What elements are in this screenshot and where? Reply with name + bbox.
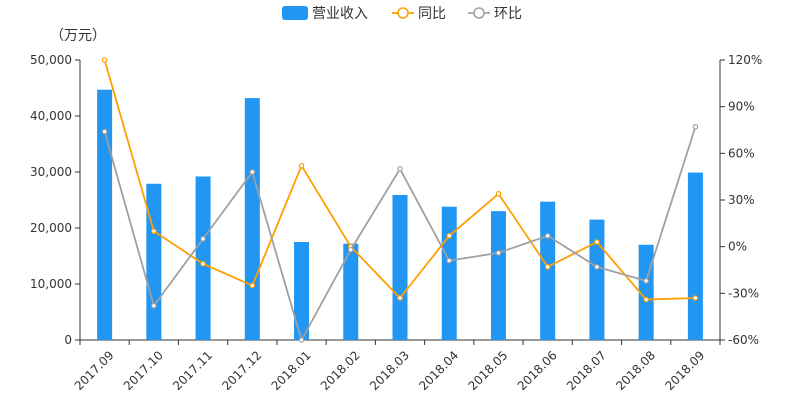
- series-point: [347, 246, 354, 253]
- left-tick-label: 40,000: [30, 109, 72, 123]
- line-series: [101, 57, 699, 343]
- legend-label: 营业收入: [312, 6, 368, 22]
- series-point: [692, 295, 699, 301]
- bar: [294, 242, 310, 340]
- left-tick-label: 0: [64, 333, 72, 347]
- series-point: [298, 162, 305, 169]
- bar: [490, 211, 506, 340]
- x-tick-label: 2018.03: [367, 348, 412, 393]
- right-tick-label: -60%: [728, 333, 759, 347]
- x-tick-label: 2017.09: [72, 348, 117, 393]
- series-point: [594, 239, 600, 245]
- series-point: [249, 169, 256, 175]
- bar: [195, 176, 211, 340]
- legend: 营业收入 同比 环比: [282, 6, 522, 22]
- left-tick-label: 30,000: [30, 165, 72, 179]
- series-point: [594, 264, 600, 270]
- series-point: [692, 124, 699, 130]
- right-tick-label: 120%: [728, 53, 762, 67]
- right-tick-label: 60%: [728, 146, 755, 160]
- series-point: [397, 295, 403, 301]
- series-point: [151, 302, 157, 309]
- series-point: [101, 57, 108, 63]
- legend-marker: [397, 7, 409, 19]
- x-tick-label: 2017.10: [121, 348, 166, 393]
- bar: [244, 98, 260, 340]
- legend-label: 环比: [494, 6, 522, 22]
- x-tick-label: 2018.07: [564, 348, 609, 393]
- bar: [589, 219, 605, 340]
- x-tick-label: 2017.11: [170, 348, 215, 393]
- legend-label: 同比: [418, 6, 446, 22]
- left-tick-label: 20,000: [30, 221, 72, 235]
- bar: [97, 89, 113, 341]
- series-point: [495, 190, 502, 197]
- bar-series: [97, 89, 703, 341]
- series-point: [446, 257, 453, 264]
- series-point: [249, 282, 256, 289]
- series-point: [544, 232, 551, 239]
- series-point: [101, 128, 108, 135]
- x-tick-label: 2018.02: [318, 348, 363, 393]
- right-tick-label: 30%: [728, 193, 755, 207]
- right-tick-label: 0%: [728, 240, 747, 254]
- bar: [687, 172, 703, 340]
- legend-marker: [473, 7, 485, 19]
- series-point: [151, 228, 157, 234]
- series-point: [200, 236, 206, 242]
- right-tick-label: 90%: [728, 100, 755, 114]
- series-point: [446, 232, 453, 239]
- series-point: [298, 337, 305, 343]
- series-point: [495, 250, 502, 256]
- series-point: [397, 166, 403, 172]
- left-tick-label: 10,000: [30, 277, 72, 291]
- x-tick-label: 2018.01: [269, 348, 314, 393]
- series-point: [643, 296, 649, 303]
- bar: [441, 206, 457, 340]
- bar: [343, 243, 359, 340]
- bar: [146, 183, 162, 340]
- x-tick-label: 2018.06: [515, 348, 560, 393]
- x-tick-label: 2018.08: [613, 348, 658, 393]
- x-tick-label: 2017.12: [219, 348, 264, 393]
- x-tick-label: 2018.09: [662, 348, 707, 393]
- x-tick-label: 2018.05: [466, 348, 511, 393]
- series-point: [200, 260, 206, 267]
- bar: [392, 194, 408, 340]
- legend-swatch: [282, 6, 308, 20]
- x-tick-label: 2018.04: [416, 348, 461, 393]
- series-point: [643, 278, 649, 284]
- series-point: [544, 264, 551, 270]
- left-tick-label: 50,000: [30, 53, 72, 67]
- bar: [540, 201, 556, 340]
- y-axis-unit-label: （万元）: [50, 28, 106, 44]
- right-tick-label: -30%: [728, 286, 759, 300]
